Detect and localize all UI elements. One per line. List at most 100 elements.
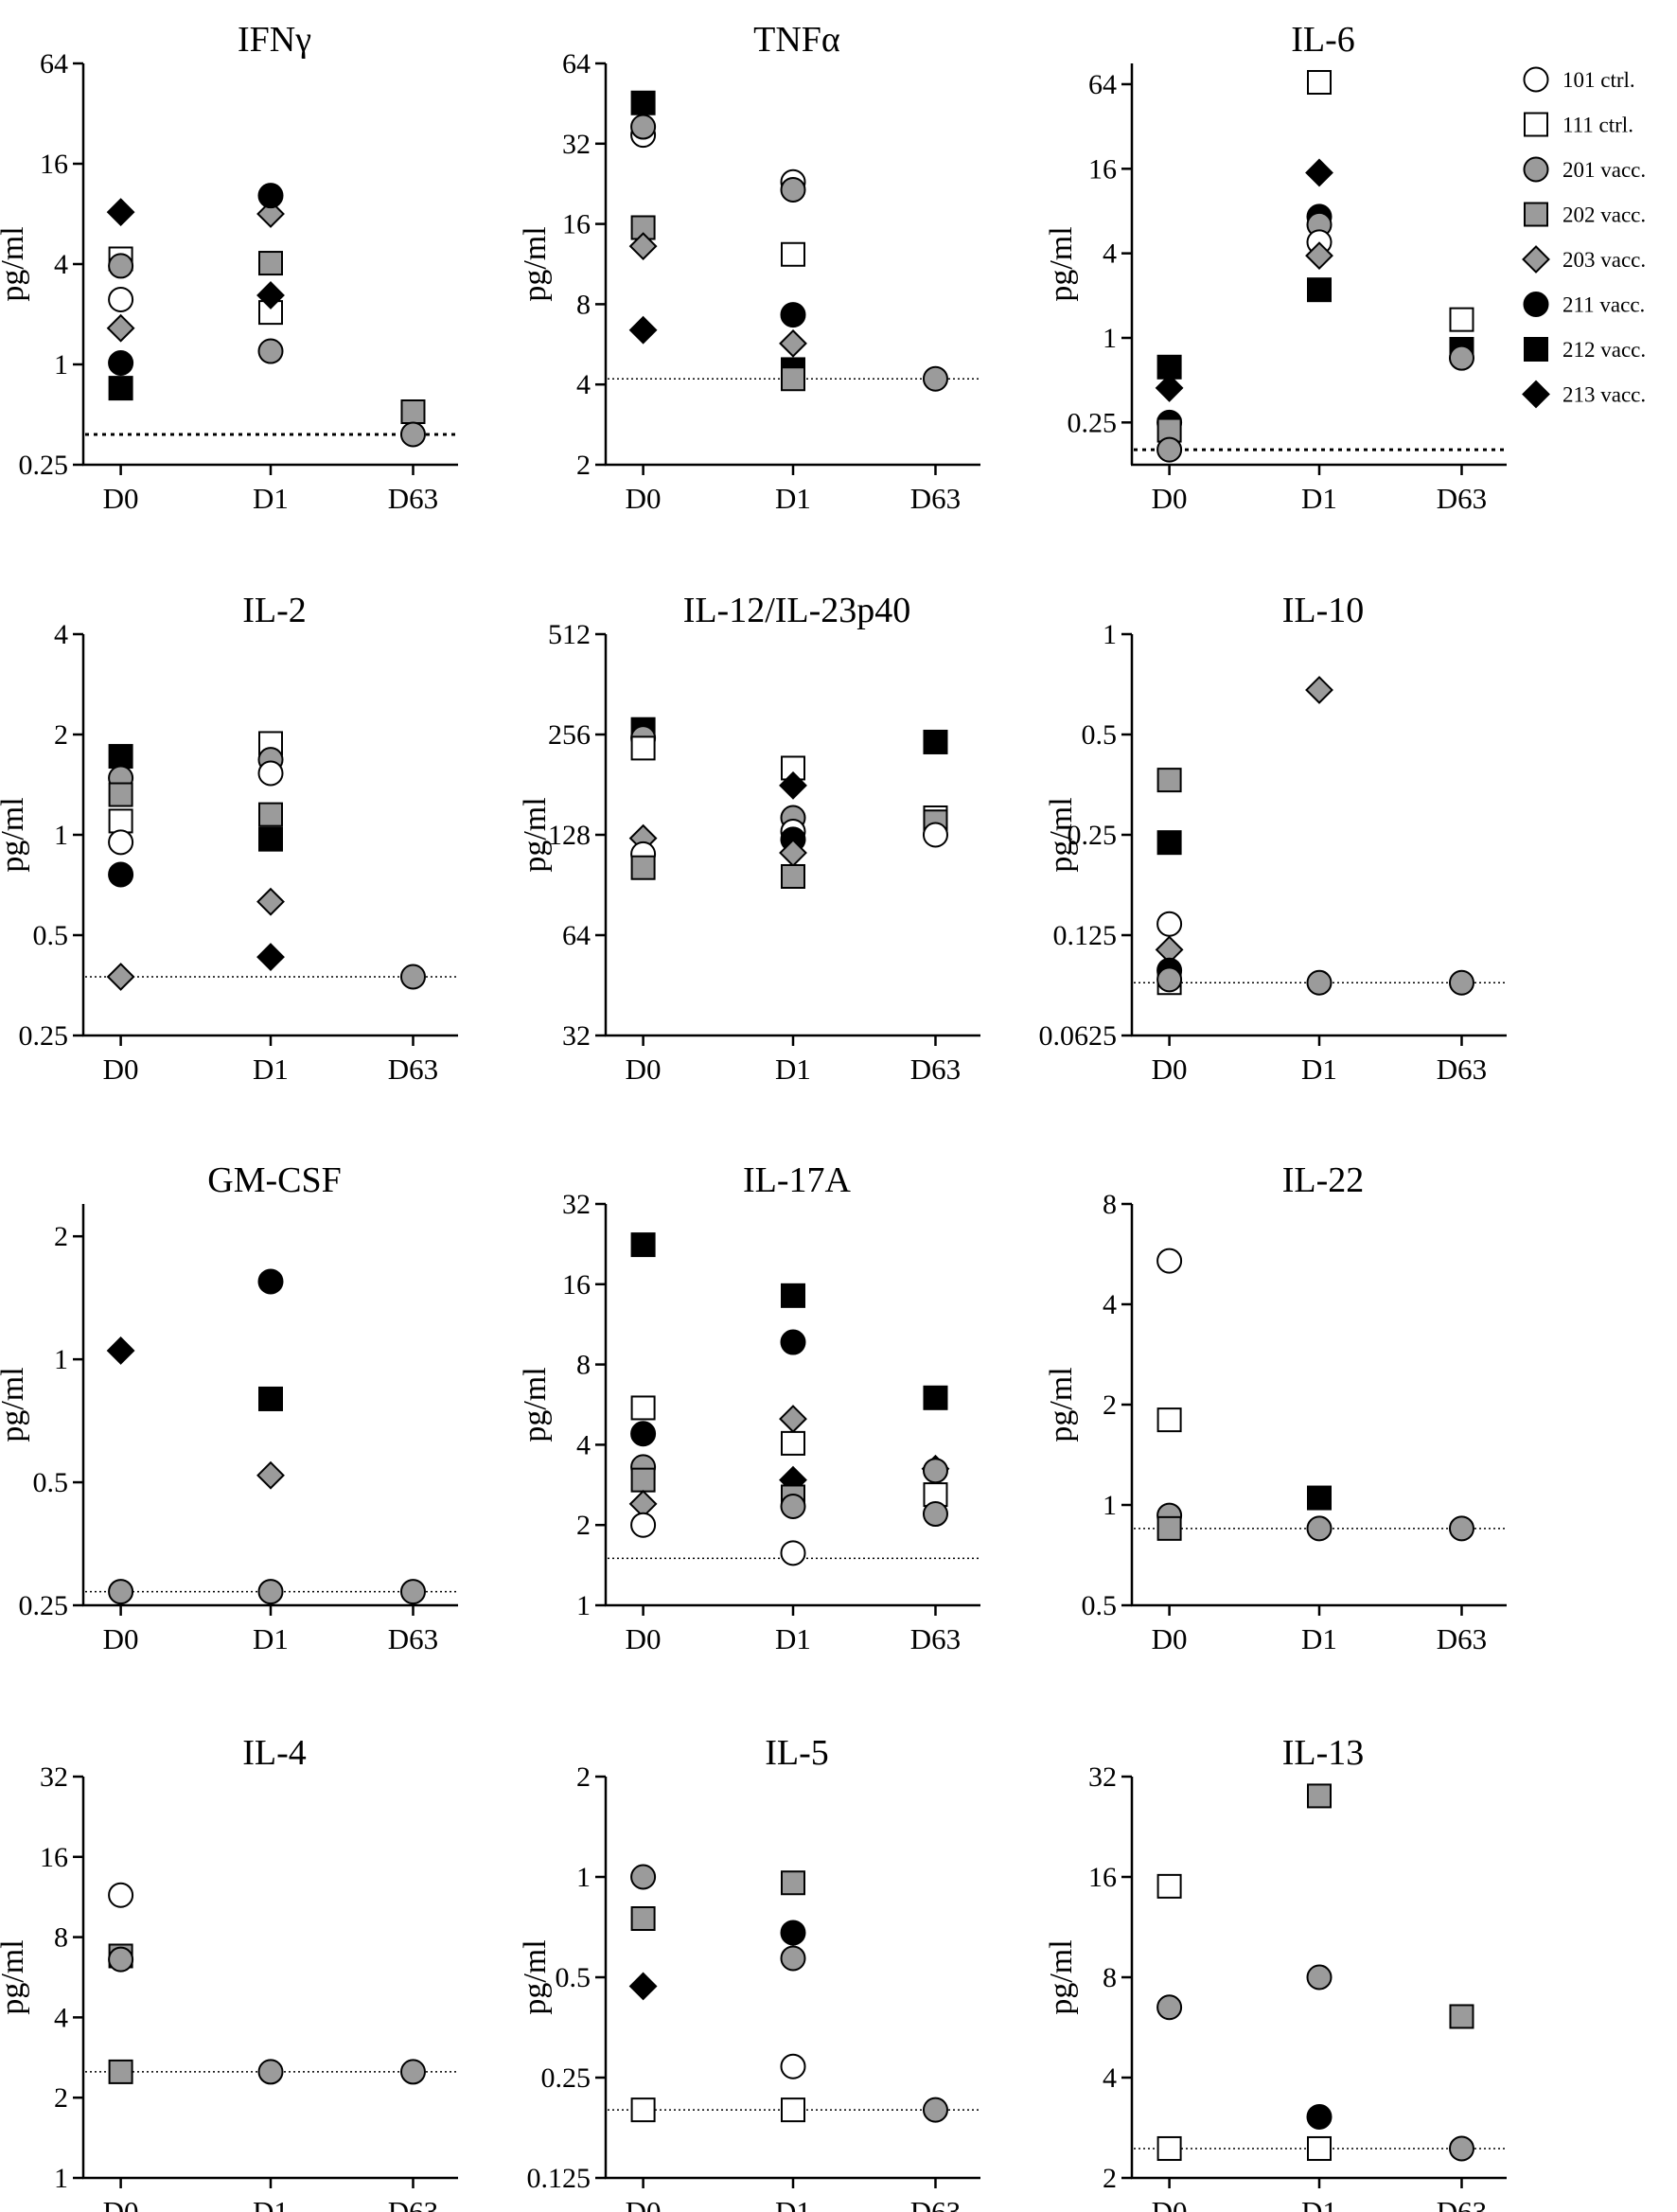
legend-label: 101 ctrl. [1562,68,1635,92]
point-203 [1305,676,1333,704]
point-211 [108,349,134,376]
point-201 [108,1579,134,1605]
y-tick-label: 0.5 [1082,1590,1118,1621]
legend-item-212: 212 vacc. [1524,337,1646,362]
point-202 [781,863,805,889]
x-tick-label: D1 [1301,482,1337,515]
point-201 [399,964,426,990]
point-201 [922,1501,948,1528]
x-tick-label: D1 [253,1053,289,1086]
point-201 [1448,345,1474,371]
legend-item-203: 203 vacc. [1522,245,1646,274]
x-tick-label: D63 [388,1622,438,1655]
point-111 [630,735,656,761]
point-111 [1156,1407,1182,1433]
point-202 [781,1870,805,1896]
y-axis-label: pg/ml [1044,226,1079,301]
point-111 [630,2097,656,2123]
point-201 [922,2097,948,2123]
y-tick-label: 8 [1103,1962,1117,1993]
point-212 [1156,830,1182,856]
point-203 [1305,241,1333,271]
point-202 [630,855,656,880]
y-tick-label: 64 [562,48,591,80]
legend-label: 213 vacc. [1562,383,1646,407]
y-tick-label: 2 [54,2082,68,2114]
point-201 [1306,1515,1333,1542]
y-tick-label: 32 [562,129,591,160]
point-212 [258,826,283,852]
x-tick-label: D1 [1301,1622,1337,1655]
y-axis-label: pg/ml [0,1939,30,2014]
legend-marker [1524,112,1548,137]
x-tick-label: D63 [910,1622,961,1655]
panel-ifn: IFNγ 0.25 1 4 16 64 D0 D1 D63 pg/ml [0,20,458,515]
legend-item-111: 111 ctrl. [1524,112,1633,137]
y-tick-label: 256 [548,719,591,751]
y-tick-label: 2 [54,1221,68,1252]
y-tick-label: 0.125 [527,2163,591,2194]
y-tick-label: 0.25 [541,2062,591,2094]
y-tick-label: 64 [40,48,68,80]
y-tick-label: 64 [562,920,591,951]
point-212 [258,1386,283,1411]
point-111 [781,241,805,267]
y-tick-label: 4 [1103,2062,1117,2094]
y-tick-label: 16 [1088,1862,1117,1893]
x-tick-label: D1 [253,482,289,515]
point-202 [400,399,426,425]
y-tick-label: 0.125 [1053,920,1118,951]
y-axis-label: pg/ml [518,1367,553,1442]
point-211 [257,1268,284,1295]
y-tick-label: 8 [576,1350,591,1381]
y-tick-label: 0.5 [33,1467,69,1498]
panel-il-22: IL-22 0.5 1 2 4 8 D0 D1 D63 pg/ml [1044,1160,1507,1655]
x-tick-label: D0 [103,1053,139,1086]
x-tick-label: D63 [910,482,961,515]
panel-title: IL-17A [743,1160,852,1200]
legend-label: 212 vacc. [1562,338,1646,362]
x-tick-label: D0 [1152,482,1188,515]
point-212 [923,729,948,754]
y-tick-label: 1 [54,2163,68,2194]
point-211 [780,1920,806,1946]
point-213 [628,1972,658,2001]
y-tick-label: 1 [1103,1490,1117,1521]
point-213 [256,281,285,310]
y-axis-label: pg/ml [1044,1367,1079,1442]
y-tick-label: 1 [54,349,68,380]
x-tick-label: D0 [103,482,139,515]
y-tick-label: 0.0625 [1039,1020,1118,1052]
point-101 [1156,1248,1183,1274]
point-202 [108,782,133,807]
y-tick-label: 32 [562,1189,591,1220]
point-203 [779,328,807,358]
x-tick-label: D1 [775,482,811,515]
legend-label: 111 ctrl. [1562,114,1633,137]
y-axis-label: pg/ml [518,226,553,301]
y-tick-label: 8 [576,289,591,320]
x-tick-label: D1 [1301,2195,1337,2212]
point-111 [1156,1873,1182,1899]
y-tick-label: 0.5 [556,1962,591,1993]
y-tick-label: 4 [54,2002,68,2033]
point-201 [922,1458,948,1484]
y-axis-label: pg/ml [518,797,553,872]
y-tick-label: 2 [1103,2163,1117,2194]
legend-label: 202 vacc. [1562,204,1646,227]
y-tick-label: 32 [1088,1761,1117,1793]
point-201 [1448,2135,1474,2162]
x-tick-label: D63 [1437,2195,1487,2212]
legend-label: 211 vacc. [1562,293,1645,317]
panel-il-4: IL-4 1 2 4 8 16 32 D0 D1 D63 pg/ml [0,1733,458,2212]
point-203 [106,313,135,343]
legend-item-211: 211 vacc. [1523,292,1645,317]
point-213 [256,943,285,971]
panel-title: IL-10 [1282,591,1365,630]
point-201 [399,421,426,448]
panel-title: IL-4 [242,1733,307,1773]
x-tick-label: D63 [388,482,438,515]
point-213 [106,198,135,227]
x-tick-label: D1 [253,2195,289,2212]
y-tick-label: 0.25 [19,1590,69,1621]
